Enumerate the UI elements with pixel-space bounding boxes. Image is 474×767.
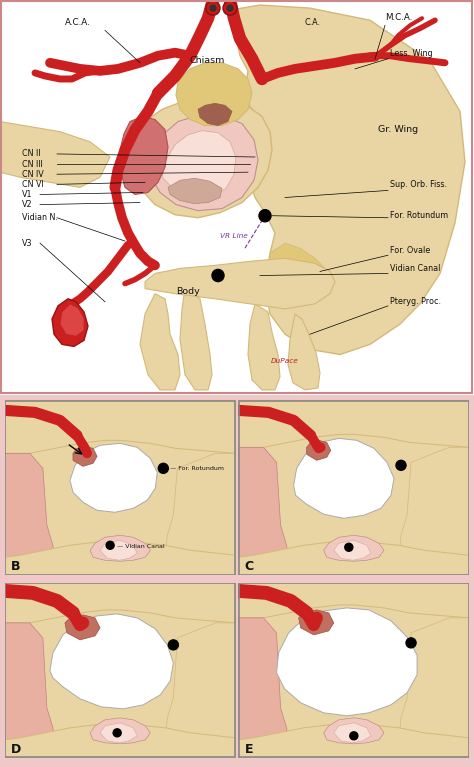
Polygon shape — [100, 723, 137, 742]
Text: B: B — [11, 560, 20, 573]
Text: Chiasm: Chiasm — [190, 56, 225, 64]
Text: M.C.A.: M.C.A. — [385, 13, 412, 22]
Polygon shape — [90, 535, 150, 561]
Text: — Vidian Canal: — Vidian Canal — [117, 544, 165, 548]
Text: VR Line: VR Line — [220, 233, 248, 239]
Polygon shape — [5, 400, 236, 575]
Polygon shape — [334, 540, 371, 560]
Polygon shape — [145, 258, 335, 309]
Polygon shape — [65, 615, 100, 640]
Text: C.A.: C.A. — [305, 18, 321, 28]
Polygon shape — [0, 121, 110, 187]
Polygon shape — [165, 623, 236, 758]
Text: Gr. Wing: Gr. Wing — [378, 125, 418, 133]
Text: V3: V3 — [22, 239, 33, 248]
Polygon shape — [399, 618, 469, 758]
Polygon shape — [180, 288, 212, 390]
Polygon shape — [5, 400, 236, 453]
Text: DuPace: DuPace — [271, 357, 299, 364]
Circle shape — [206, 1, 220, 15]
Circle shape — [345, 543, 353, 551]
Polygon shape — [293, 439, 394, 518]
Text: D: D — [11, 742, 21, 755]
Text: E: E — [245, 742, 253, 755]
Polygon shape — [334, 723, 371, 742]
Polygon shape — [230, 5, 465, 354]
Text: C: C — [245, 560, 254, 573]
Text: Pteryg. Proc.: Pteryg. Proc. — [390, 297, 441, 306]
Polygon shape — [5, 542, 236, 575]
Text: V1: V1 — [22, 190, 33, 199]
Text: CN III: CN III — [22, 160, 43, 169]
Polygon shape — [238, 618, 289, 758]
Circle shape — [168, 640, 178, 650]
Polygon shape — [70, 443, 157, 512]
Polygon shape — [5, 583, 236, 623]
Polygon shape — [238, 447, 289, 575]
Polygon shape — [0, 0, 474, 395]
Polygon shape — [5, 583, 236, 758]
Polygon shape — [60, 304, 84, 336]
Text: For. Ovale: For. Ovale — [390, 246, 430, 255]
Circle shape — [227, 5, 233, 12]
Text: For. Rotundum: For. Rotundum — [390, 211, 448, 220]
Circle shape — [406, 638, 416, 648]
Text: Vidian Canal: Vidian Canal — [390, 265, 440, 274]
Polygon shape — [324, 718, 384, 744]
Circle shape — [113, 729, 121, 737]
Polygon shape — [198, 104, 232, 126]
Polygon shape — [52, 299, 88, 347]
Polygon shape — [307, 440, 331, 460]
Polygon shape — [238, 400, 469, 575]
Circle shape — [158, 463, 168, 473]
Polygon shape — [100, 540, 137, 560]
Text: CN VI: CN VI — [22, 179, 44, 189]
Circle shape — [396, 460, 406, 470]
Circle shape — [259, 209, 271, 222]
Polygon shape — [73, 446, 97, 466]
Text: A.C.A.: A.C.A. — [65, 18, 91, 28]
Polygon shape — [130, 101, 272, 218]
Polygon shape — [176, 63, 252, 126]
Polygon shape — [5, 725, 236, 758]
Circle shape — [106, 542, 114, 549]
Polygon shape — [120, 117, 168, 195]
Polygon shape — [50, 614, 173, 709]
Polygon shape — [270, 243, 325, 299]
Polygon shape — [148, 116, 258, 211]
Polygon shape — [299, 610, 334, 635]
Polygon shape — [162, 130, 236, 199]
Polygon shape — [165, 453, 236, 575]
Text: CN II: CN II — [22, 150, 40, 159]
Polygon shape — [168, 178, 222, 203]
Polygon shape — [238, 542, 469, 575]
Circle shape — [210, 5, 216, 12]
Polygon shape — [238, 400, 469, 447]
Polygon shape — [5, 453, 55, 575]
Polygon shape — [5, 623, 55, 758]
Circle shape — [223, 1, 237, 15]
Circle shape — [212, 269, 224, 281]
Polygon shape — [238, 583, 469, 618]
Polygon shape — [324, 535, 384, 561]
Text: — For. Rotundum: — For. Rotundum — [170, 466, 224, 471]
Polygon shape — [288, 314, 320, 390]
Polygon shape — [276, 608, 417, 716]
Polygon shape — [399, 447, 469, 575]
Text: V2: V2 — [22, 200, 33, 209]
Polygon shape — [90, 718, 150, 744]
Text: Sup. Orb. Fiss.: Sup. Orb. Fiss. — [390, 180, 447, 189]
Text: Body: Body — [176, 287, 200, 296]
Text: Less. Wing: Less. Wing — [390, 49, 433, 58]
Polygon shape — [238, 583, 469, 758]
Text: CN IV: CN IV — [22, 170, 44, 179]
Circle shape — [350, 732, 358, 740]
Polygon shape — [140, 294, 180, 390]
Polygon shape — [248, 304, 280, 390]
Polygon shape — [238, 725, 469, 758]
Text: Vidian N.: Vidian N. — [22, 213, 58, 222]
